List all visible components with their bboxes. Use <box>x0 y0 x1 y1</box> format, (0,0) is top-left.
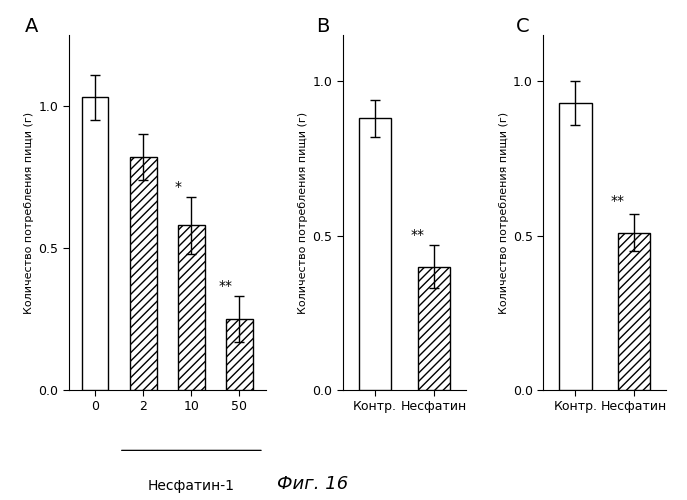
Text: **: ** <box>611 194 624 208</box>
Y-axis label: Количество потребления пищи (г): Количество потребления пищи (г) <box>24 112 34 314</box>
Text: **: ** <box>219 280 233 293</box>
Text: Фиг. 16: Фиг. 16 <box>277 475 348 493</box>
Text: B: B <box>316 17 329 36</box>
Text: Несфатин-1: Несфатин-1 <box>148 479 235 493</box>
Bar <box>226 319 253 390</box>
Bar <box>418 266 450 390</box>
Y-axis label: Количество потребления пищи (г): Количество потребления пищи (г) <box>499 112 508 314</box>
Bar <box>559 103 592 390</box>
Text: A: A <box>25 17 38 36</box>
Bar <box>618 232 650 390</box>
Text: C: C <box>516 17 530 36</box>
Y-axis label: Количество потребления пищи (г): Количество потребления пищи (г) <box>298 112 308 314</box>
Text: *: * <box>174 180 181 194</box>
Bar <box>359 118 392 390</box>
Bar <box>178 226 205 390</box>
Bar <box>130 157 157 390</box>
Text: **: ** <box>410 228 425 242</box>
Bar <box>82 98 109 390</box>
